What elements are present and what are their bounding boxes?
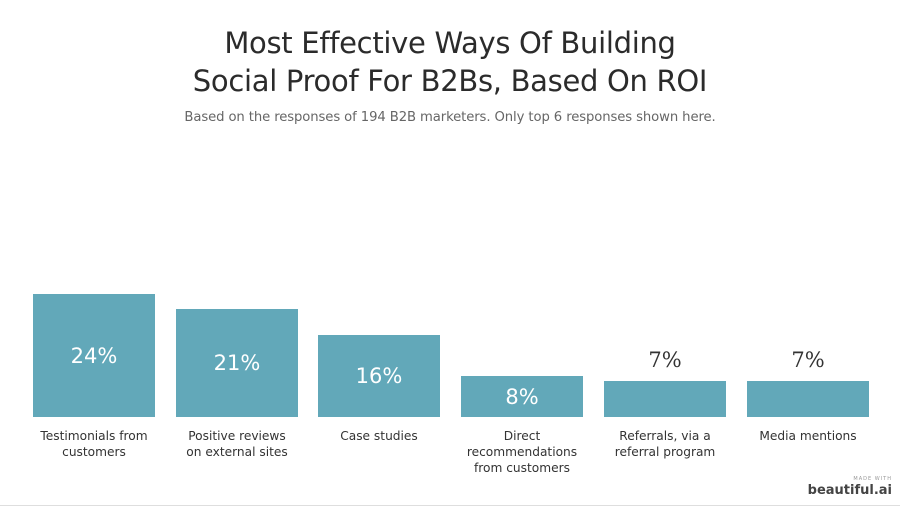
category-label-line: Referrals, via a [619,429,711,443]
branding-badge: MADE WITH beautiful.ai [808,476,892,498]
chart-title: Most Effective Ways Of Building Social P… [0,24,900,100]
bar-value-label: 21% [213,351,261,375]
chart-title-line-2: Social Proof For B2Bs, Based On ROI [192,64,708,98]
category-label-line: Positive reviews [188,429,286,443]
category-label-line: on external sites [186,445,288,459]
category-label: Direct recommendations from customers [447,428,597,476]
category-label-line: Direct [503,429,541,443]
category-label-line: Case studies [340,429,418,443]
bar: 16% [318,335,440,417]
category-label: Case studies [304,428,454,444]
made-with-label: MADE WITH [853,476,892,482]
bar-value-label: 16% [355,364,403,388]
bar-value-label: 7% [648,348,682,372]
bar: 8% [461,376,583,417]
category-label: Referrals, via a referral program [590,428,740,460]
category-label-line: Media mentions [759,429,857,443]
bar-value-label: 8% [505,384,539,409]
category-label: Testimonials from customers [19,428,169,460]
category-label: Media mentions [733,428,883,444]
chart-subtitle: Based on the responses of 194 B2B market… [184,110,716,125]
category-label-line: referral program [614,445,716,459]
category-label-line: recommendations [466,445,578,459]
brand-name: beautiful.ai [807,483,892,498]
category-label-line: Testimonials from [40,429,148,443]
bar-value-label: 24% [70,343,118,368]
bar [747,381,869,417]
bottom-divider [0,505,900,506]
category-label-line: from customers [474,461,570,475]
category-label-line: customers [62,445,126,459]
bar: 21% [176,309,298,417]
bar-value-label: 7% [791,348,825,372]
chart-title-line-1: Most Effective Ways Of Building [224,26,676,60]
category-label: Positive reviews on external sites [162,428,312,460]
bar [604,381,726,417]
bar: 24% [33,294,155,417]
